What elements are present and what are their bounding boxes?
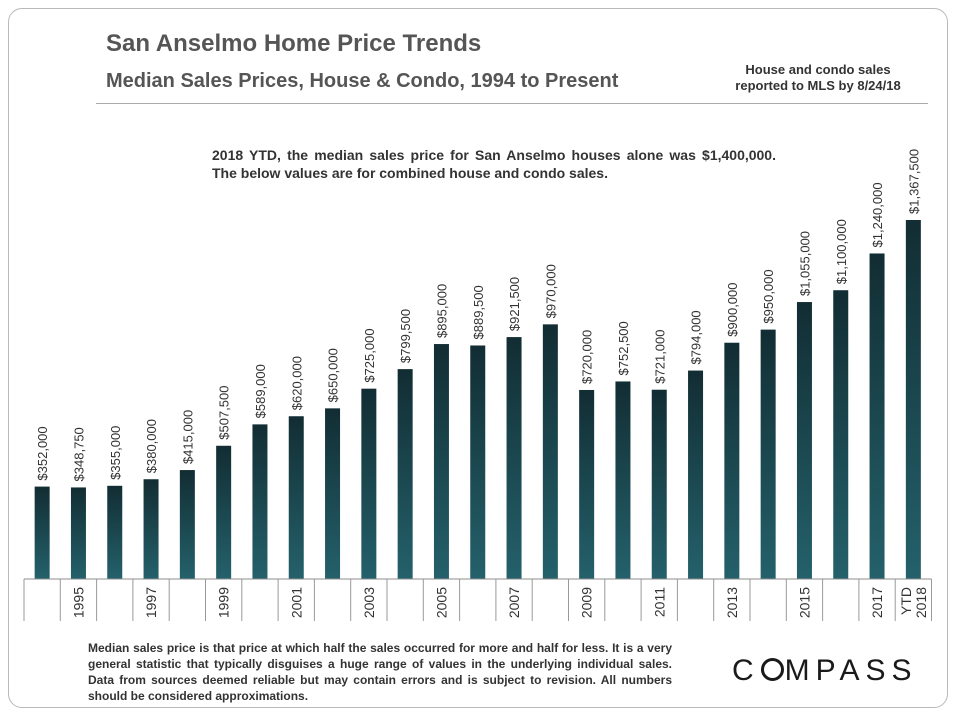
data-labels-layer: $352,000 $348,750 $355,000 $380,000 $415,000… <box>35 149 921 482</box>
data-label: $970,000 <box>543 264 558 318</box>
data-label: $348,750 <box>71 427 86 481</box>
x-tick-label: 2009 <box>579 587 595 618</box>
bar-1995 <box>70 487 86 579</box>
data-label: $1,100,000 <box>834 219 849 284</box>
bar-2002 <box>325 408 341 579</box>
bar-1996 <box>107 485 123 579</box>
x-tick-label: 2018 <box>913 587 929 618</box>
data-label: $1,055,000 <box>797 231 812 296</box>
x-tick-label: 1995 <box>70 587 86 618</box>
data-label: $799,500 <box>398 309 413 363</box>
x-tick-label: 1999 <box>216 587 232 618</box>
source-note-line-2: reported to MLS by 8/24/18 <box>735 78 901 93</box>
bar-2011 <box>651 389 667 579</box>
brand-text-start: C <box>732 654 760 687</box>
data-label: $725,000 <box>362 328 377 382</box>
footnote: Median sales price is that price at whic… <box>88 641 672 703</box>
page-title: San Anselmo Home Price Trends <box>106 30 482 57</box>
bar-2014 <box>760 329 776 579</box>
data-label: $589,000 <box>253 364 268 418</box>
bar-2006 <box>470 345 486 579</box>
page-subtitle: Median Sales Prices, House & Condo, 1994… <box>106 70 619 92</box>
bar-2017 <box>869 253 885 579</box>
bar-2009 <box>579 389 595 579</box>
data-label: $950,000 <box>761 269 776 323</box>
bar-2000 <box>252 424 268 579</box>
x-tick-label: 2003 <box>361 587 377 618</box>
chart-annotation: 2018 YTD, the median sales price for San… <box>212 147 776 181</box>
x-tick-label: 2007 <box>506 587 522 618</box>
data-label: $352,000 <box>35 426 50 480</box>
x-tick-label: 2005 <box>433 587 449 618</box>
data-label: $355,000 <box>108 426 123 480</box>
x-tick-label: 2017 <box>869 587 885 618</box>
source-note-line-1: House and condo sales <box>745 62 891 77</box>
x-tick-label: YTD <box>898 587 914 615</box>
bar-2012 <box>688 370 704 579</box>
data-label: $507,500 <box>217 386 232 440</box>
slide-frame <box>8 8 948 708</box>
bar-2018-ytd <box>905 220 921 579</box>
x-tick-label: 2015 <box>796 587 812 618</box>
data-label: $415,000 <box>180 410 195 464</box>
bar-1997 <box>143 479 159 579</box>
source-note: House and condo sales reported to MLS by… <box>708 62 928 94</box>
data-label: $650,000 <box>326 348 341 402</box>
x-tick-label: 1997 <box>143 587 159 618</box>
data-label: $895,000 <box>434 284 449 338</box>
bar-2003 <box>361 388 377 579</box>
bar-1998 <box>179 470 195 579</box>
compass-logo: C MPASS <box>732 654 917 688</box>
bar-2008 <box>542 324 558 579</box>
data-label: $752,500 <box>616 321 631 375</box>
x-tick-label: 2013 <box>724 587 740 618</box>
data-label: $380,000 <box>144 419 159 473</box>
bar-2015 <box>796 302 812 579</box>
brand-text-end: MPASS <box>784 654 918 687</box>
bars-layer <box>34 220 921 579</box>
bar-2001 <box>288 416 304 579</box>
data-label: $900,000 <box>725 282 740 336</box>
bar-2005 <box>433 344 449 579</box>
data-label: $720,000 <box>580 330 595 384</box>
header-divider <box>96 103 928 104</box>
bar-2016 <box>833 290 849 579</box>
x-tick-label: 2001 <box>288 587 304 618</box>
data-label: $1,367,500 <box>906 149 921 214</box>
bar-2007 <box>506 337 522 579</box>
data-label: $620,000 <box>289 356 304 410</box>
bar-1994 <box>34 486 50 579</box>
brand-o-circle-icon <box>760 658 784 681</box>
bar-1999 <box>216 445 232 579</box>
data-label: $889,500 <box>471 285 486 339</box>
bar-2013 <box>724 342 740 579</box>
data-label: $794,000 <box>689 310 704 364</box>
x-tick-label: 2011 <box>651 587 667 617</box>
data-label: $921,500 <box>507 277 522 331</box>
bar-2010 <box>615 381 631 579</box>
bar-2004 <box>397 369 413 579</box>
x-axis: 1995 1997 1999 2001 2003 2005 2007 2009 2011 2013… <box>23 578 932 621</box>
data-label: $1,240,000 <box>870 182 885 247</box>
data-label: $721,000 <box>652 329 667 383</box>
